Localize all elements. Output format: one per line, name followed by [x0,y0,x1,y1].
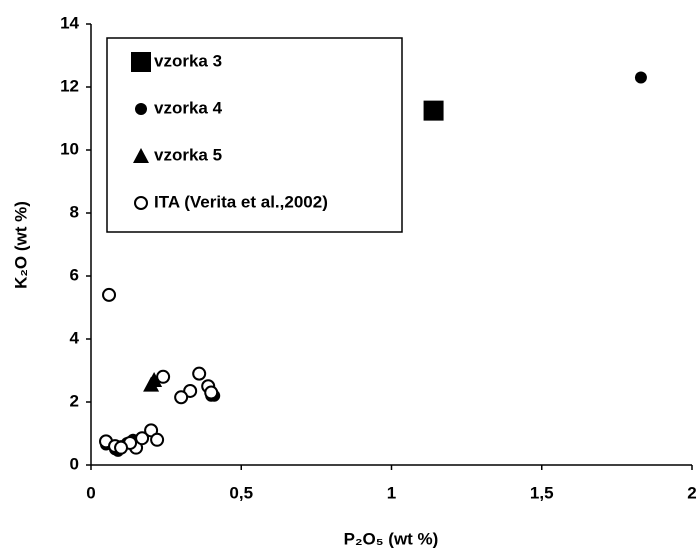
point [146,371,163,387]
x-tick-label: 0,5 [229,483,253,502]
point [174,390,189,405]
legend-marker [133,148,149,163]
point [102,287,117,302]
y-axis-label: K₂O (wt %) [11,201,30,289]
point [423,100,444,121]
legend-marker [135,103,147,115]
x-tick-label: 2 [687,483,696,502]
x-tick-label: 1 [387,483,396,502]
y-tick-label: 6 [70,265,79,284]
point [150,432,165,447]
point [204,385,219,400]
legend-marker [131,52,151,72]
y-tick-label: 10 [60,139,79,158]
y-tick-label: 12 [60,76,79,95]
y-tick-label: 0 [70,454,79,473]
point [156,369,171,384]
point [192,366,207,381]
point [135,431,150,446]
x-tick-label: 1,5 [530,483,554,502]
x-tick-label: 0 [86,483,95,502]
legend-box [106,37,403,233]
x-axis-label: P₂O₅ (wt %) [344,529,439,548]
legend-label: vzorka 4 [154,98,223,117]
legend-label: vzorka 3 [154,51,222,70]
y-tick-label: 4 [70,328,80,347]
legend-label: vzorka 5 [154,145,222,164]
point [634,71,647,84]
point [114,440,129,455]
y-tick-label: 8 [70,202,79,221]
y-tick-label: 2 [70,391,79,410]
legend-label: ITA (Verita et al.,2002) [154,192,328,211]
legend-marker [134,196,148,210]
y-tick-label: 14 [60,13,79,32]
